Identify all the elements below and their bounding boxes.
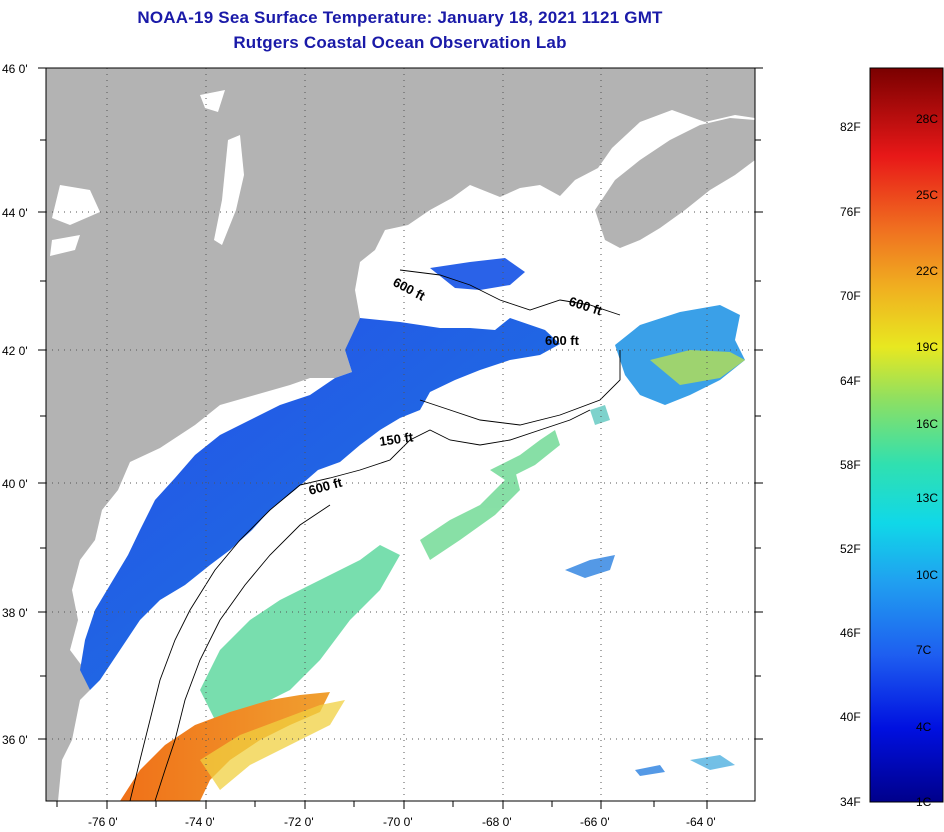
sst-map: 600 ft 600 ft 600 ft 150 ft 600 ft 46 0'… bbox=[2, 62, 763, 829]
cb-c-22: 22C bbox=[916, 264, 938, 278]
inland-lakes bbox=[50, 90, 244, 256]
lat-label-36: 36 0' bbox=[2, 733, 28, 747]
cb-c-19: 19C bbox=[916, 340, 938, 354]
cb-c-28: 28C bbox=[916, 112, 938, 126]
lon-label-64: -64 0' bbox=[686, 815, 716, 829]
cb-c-4: 4C bbox=[916, 720, 932, 734]
lon-label-70: -70 0' bbox=[383, 815, 413, 829]
cb-f-46: 46F bbox=[840, 626, 861, 640]
lat-label-38: 38 0' bbox=[2, 606, 28, 620]
cb-f-58: 58F bbox=[840, 458, 861, 472]
map-frame bbox=[45, 67, 756, 802]
map-title: NOAA-19 Sea Surface Temperature: January… bbox=[137, 8, 663, 27]
cb-c-10: 10C bbox=[916, 568, 938, 582]
colorbar-gradient bbox=[869, 67, 944, 803]
lat-label-44: 44 0' bbox=[2, 206, 28, 220]
gulf-of-maine-cold bbox=[430, 258, 525, 290]
gulf-stream-mid bbox=[200, 700, 345, 790]
cb-c-13: 13C bbox=[916, 491, 938, 505]
lon-label-66: -66 0' bbox=[580, 815, 610, 829]
axis-ticks bbox=[38, 67, 763, 809]
cb-f-40: 40F bbox=[840, 710, 861, 724]
cb-c-16: 16C bbox=[916, 417, 938, 431]
cb-c-7: 7C bbox=[916, 643, 932, 657]
lat-label-40: 40 0' bbox=[2, 477, 28, 491]
cb-f-64: 64F bbox=[840, 374, 861, 388]
cb-f-70: 70F bbox=[840, 289, 861, 303]
temperature-colorbar: 82F 76F 70F 64F 58F 52F 46F 40F 34F 28C … bbox=[840, 67, 944, 809]
cb-f-34: 34F bbox=[840, 795, 861, 809]
cb-f-82: 82F bbox=[840, 120, 861, 134]
contour-label-3: 600 ft bbox=[545, 333, 580, 348]
offshore-filaments bbox=[420, 405, 735, 776]
cb-f-52: 52F bbox=[840, 542, 861, 556]
cold-sst-region bbox=[80, 318, 560, 690]
lat-label-42: 42 0' bbox=[2, 344, 28, 358]
lon-label-72: -72 0' bbox=[284, 815, 314, 829]
lat-label-46: 46 0' bbox=[2, 62, 28, 76]
lon-label-74: -74 0' bbox=[185, 815, 215, 829]
cb-f-76: 76F bbox=[840, 205, 861, 219]
us-landmass bbox=[46, 68, 755, 801]
cb-c-25: 25C bbox=[916, 188, 938, 202]
nova-scotia-land bbox=[595, 118, 755, 248]
lon-label-76: -76 0' bbox=[88, 815, 118, 829]
contour-label-4: 150 ft bbox=[378, 429, 414, 449]
cb-c-1: 1C bbox=[916, 795, 932, 809]
map-subtitle: Rutgers Coastal Ocean Observation Lab bbox=[233, 33, 567, 52]
gulf-stream-warm bbox=[200, 545, 400, 720]
lon-label-68: -68 0' bbox=[482, 815, 512, 829]
bathymetry-contours bbox=[129, 269, 621, 801]
lat-lon-grid bbox=[46, 68, 755, 801]
eastern-warm-patch bbox=[650, 350, 745, 385]
